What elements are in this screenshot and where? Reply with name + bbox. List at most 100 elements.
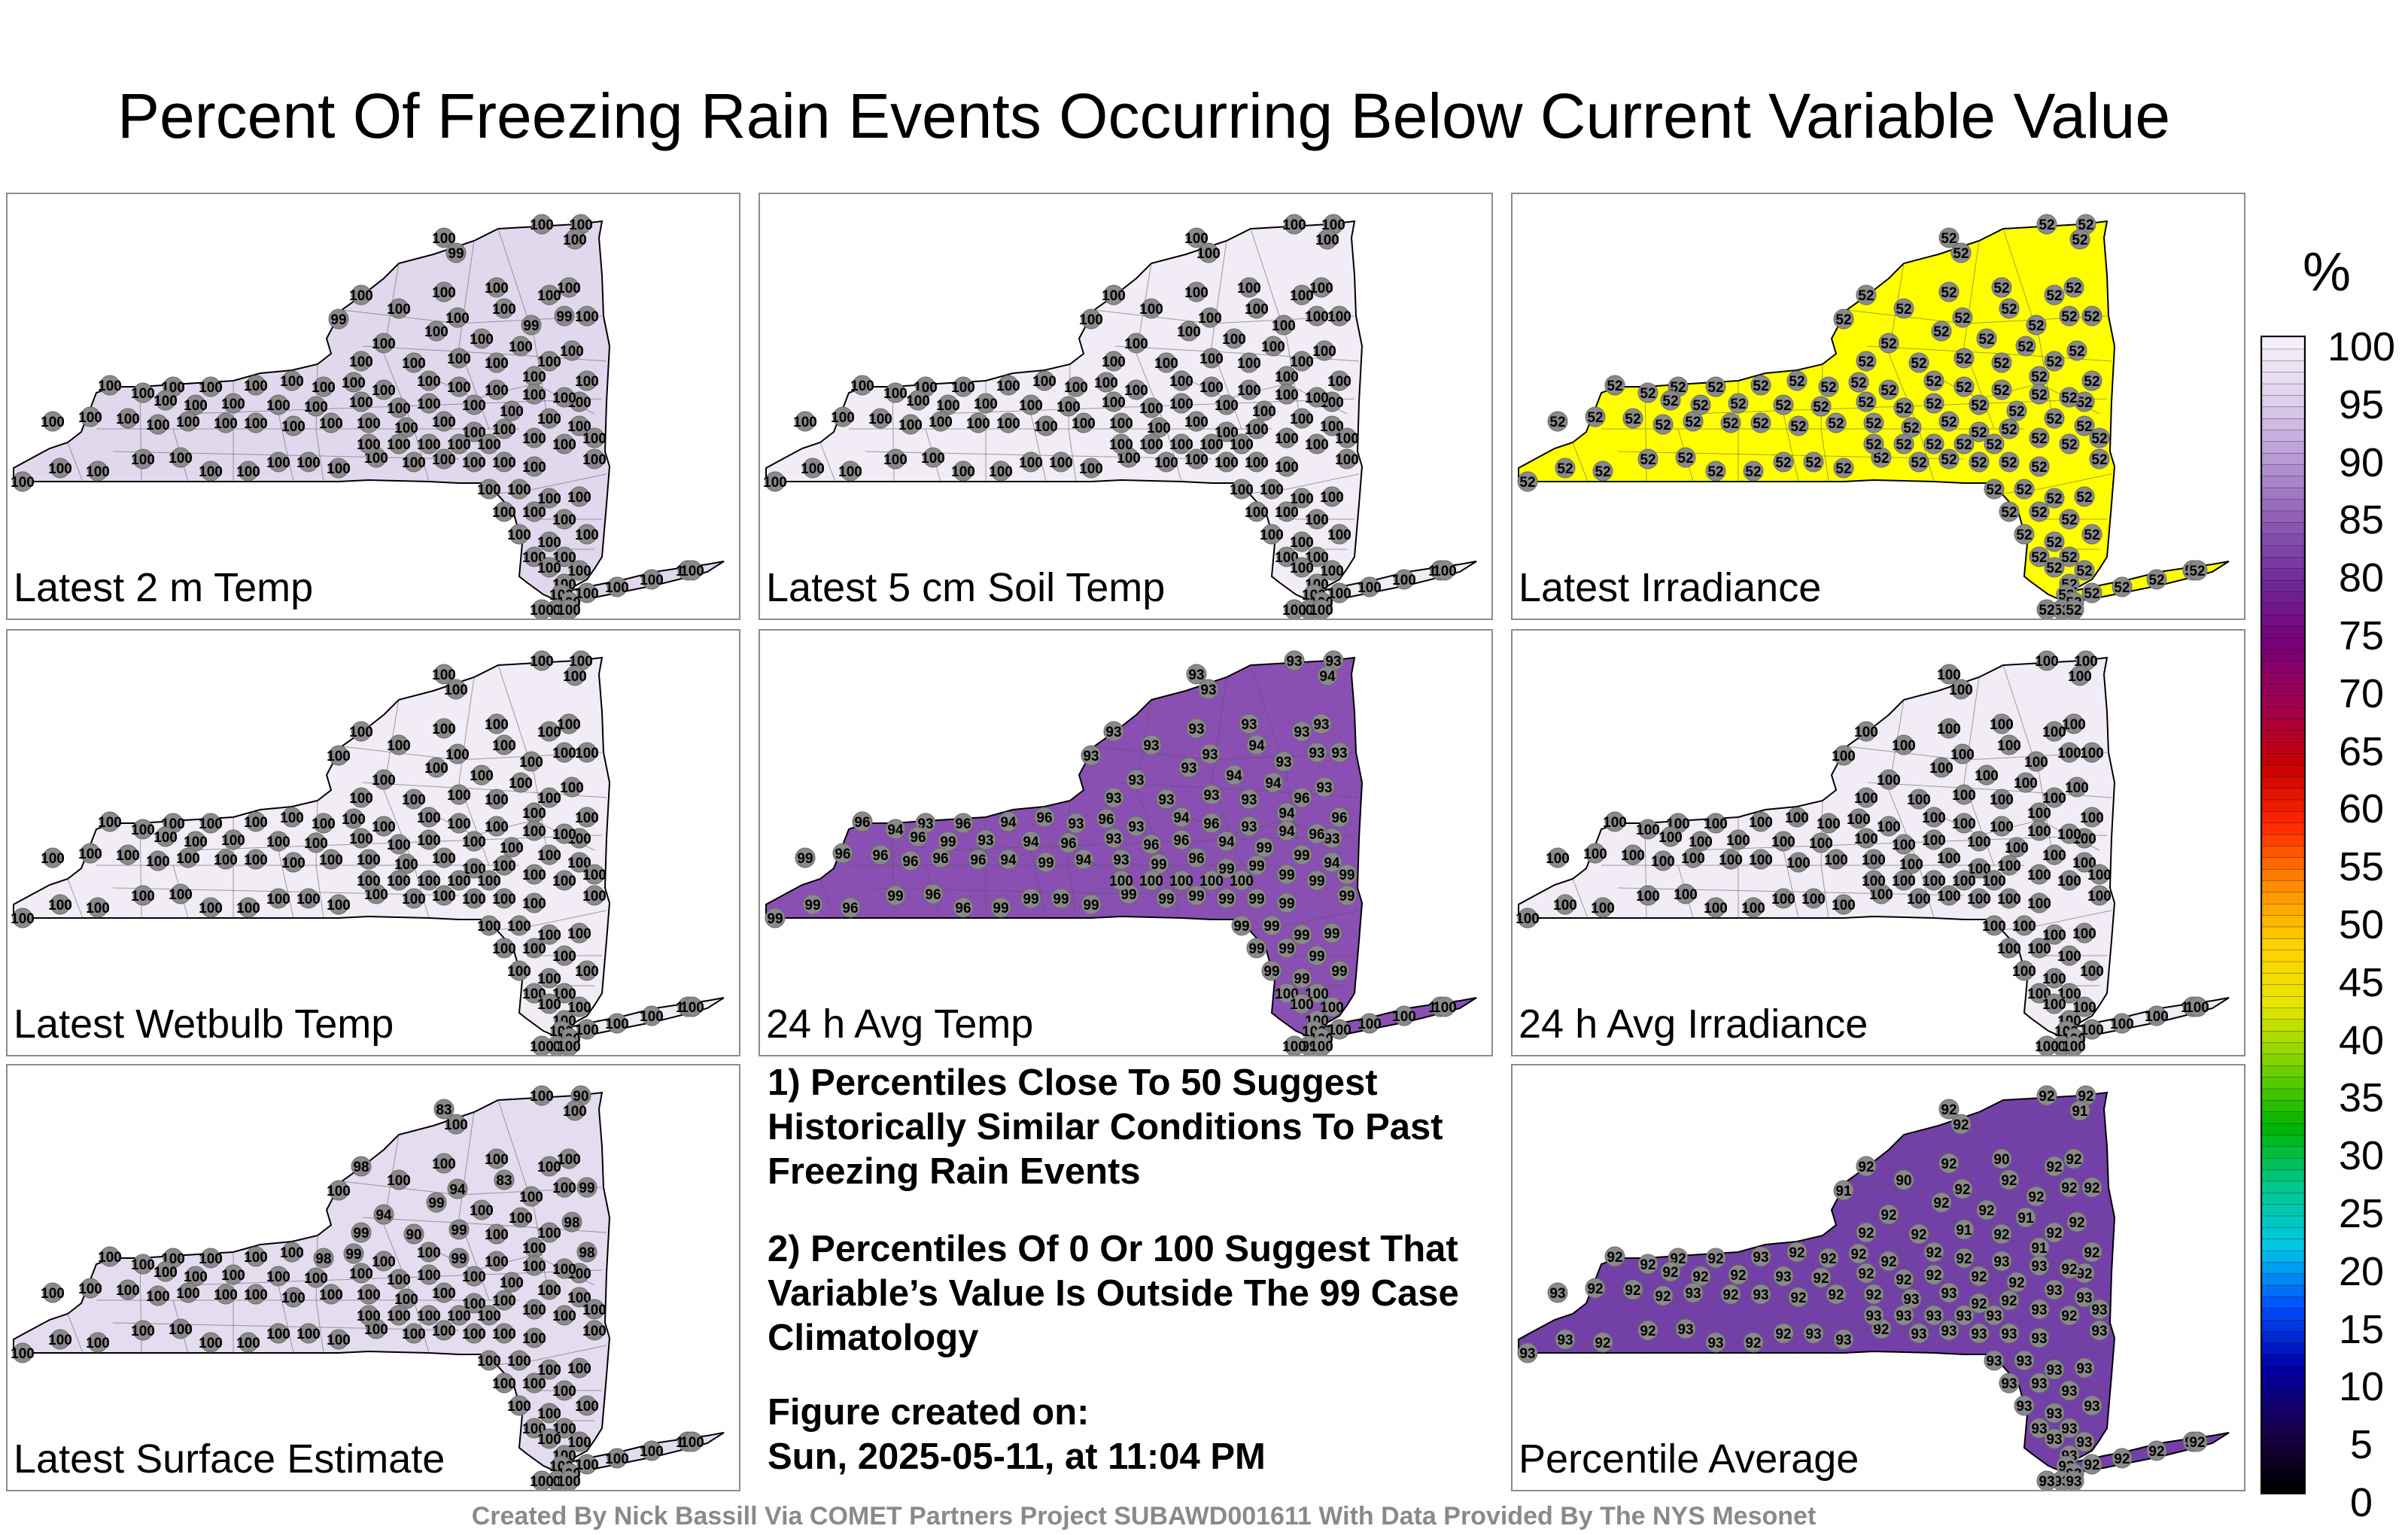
station-value: 100 — [1704, 901, 1728, 916]
station-value: 92 — [1971, 1269, 1987, 1285]
station-marker: 100 — [1230, 479, 1254, 500]
station-value: 100 — [447, 437, 471, 453]
station-marker: 52 — [2081, 582, 2102, 603]
station-value: 100 — [176, 1286, 200, 1302]
colorbar-step — [2262, 394, 2304, 407]
station-marker: 100 — [989, 460, 1013, 482]
station-marker: 100 — [567, 996, 591, 1017]
station-marker: 93 — [1923, 1305, 1944, 1326]
station-value: 52 — [2114, 580, 2130, 596]
station-marker: 100 — [236, 460, 260, 482]
colorbar-step — [2262, 903, 2304, 916]
station-marker: 100 — [575, 807, 599, 828]
station-marker: 100 — [319, 412, 343, 433]
station-value: 100 — [131, 452, 155, 468]
station-marker: 52 — [1923, 370, 1944, 391]
colorbar-step — [2262, 1111, 2304, 1124]
station-value: 100 — [462, 862, 486, 877]
station-marker: 100 — [966, 412, 990, 433]
station-marker: 100 — [1990, 713, 2014, 734]
station-marker: 52 — [2066, 340, 2087, 361]
station-value: 92 — [2061, 1181, 2077, 1196]
station-marker: 100 — [898, 414, 923, 435]
station-value: 100 — [500, 1275, 524, 1291]
station-marker: 100 — [342, 372, 366, 393]
colorbar-step — [2262, 810, 2304, 823]
station-marker: 100 — [1064, 376, 1088, 397]
station-marker: 100 — [1079, 309, 1103, 330]
station-marker: 99 — [1321, 923, 1342, 944]
station-value: 100 — [2057, 874, 2081, 889]
station-value: 52 — [1607, 378, 1622, 394]
station-marker: 52 — [1517, 471, 1538, 492]
station-marker: 93 — [1126, 769, 1147, 790]
colorbar-step — [2262, 1019, 2304, 1032]
colorbar-tick-label: 95 — [2338, 381, 2385, 427]
station-value: 100 — [640, 573, 664, 588]
station-marker: 100 — [1275, 501, 1299, 522]
station-marker: 100 — [280, 807, 304, 828]
station-value: 100 — [1719, 853, 1743, 868]
county-boundary — [1030, 850, 1047, 919]
station-value: 100 — [1139, 437, 1163, 453]
station-value: 100 — [537, 725, 561, 740]
station-value: 100 — [48, 461, 72, 477]
station-marker: 52 — [2036, 214, 2057, 235]
station-value: 100 — [522, 431, 546, 447]
station-marker: 100 — [1892, 870, 1916, 891]
station-marker: 100 — [444, 679, 468, 700]
station-marker: 91 — [1953, 1219, 1975, 1240]
station-marker: 52 — [2015, 336, 2036, 357]
station-value: 93 — [1286, 654, 1302, 670]
station-marker: 100 — [1102, 391, 1126, 412]
station-value: 100 — [1997, 892, 2021, 907]
station-value: 52 — [1993, 356, 2009, 372]
station-marker: 100 — [1272, 315, 1296, 336]
station-value: 92 — [1933, 1196, 1949, 1211]
station-marker: 99 — [1246, 888, 1267, 909]
station-value: 52 — [1993, 281, 2009, 296]
station-marker: 96 — [1291, 787, 1312, 808]
station-value: 96 — [955, 816, 971, 832]
station-value: 100 — [500, 404, 524, 420]
county-boundary — [67, 442, 84, 482]
station-value: 100 — [575, 1457, 599, 1473]
station-value: 52 — [2001, 422, 2017, 438]
station-marker: 100 — [552, 509, 576, 530]
station-value: 100 — [492, 422, 516, 438]
station-value: 100 — [2062, 1039, 2086, 1055]
station-value: 100 — [850, 378, 874, 394]
station-value: 100 — [2057, 986, 2081, 1002]
station-value: 100 — [244, 378, 268, 394]
station-marker: 91 — [1833, 1180, 1854, 1201]
station-marker: 100 — [244, 412, 268, 433]
station-value: 52 — [1880, 336, 1896, 352]
station-marker: 100 — [557, 1148, 581, 1169]
station-marker: 93 — [1999, 1323, 2020, 1344]
station-value: 52 — [1926, 397, 1941, 412]
station-marker: 100 — [1215, 451, 1239, 473]
station-marker: 100 — [530, 599, 554, 619]
station-value: 100 — [1327, 374, 1351, 390]
station-value: 93 — [1143, 738, 1159, 754]
station-value: 100 — [1222, 332, 1246, 348]
station-value: 100 — [2027, 986, 2051, 1002]
station-value: 100 — [522, 1241, 546, 1257]
station-marker: 100 — [1305, 546, 1329, 567]
station-marker: 100 — [1681, 847, 1705, 868]
station-value: 52 — [1790, 419, 1806, 435]
station-marker: 100 — [1245, 298, 1269, 319]
county-boundary — [496, 1345, 607, 1366]
station-marker: 52 — [1675, 447, 1696, 468]
station-marker: 100 — [432, 411, 456, 432]
station-marker: 100 — [929, 411, 953, 432]
station-value: 100 — [319, 416, 343, 432]
station-value: 100 — [763, 475, 787, 491]
station-marker: 100 — [680, 560, 704, 581]
station-value: 100 — [2024, 755, 2048, 771]
station-marker: 100 — [1305, 509, 1329, 530]
station-value: 94 — [1000, 815, 1017, 831]
station-value: 100 — [1952, 816, 1976, 832]
station-marker: 100 — [537, 924, 561, 945]
station-marker: 100 — [1320, 996, 1344, 1017]
